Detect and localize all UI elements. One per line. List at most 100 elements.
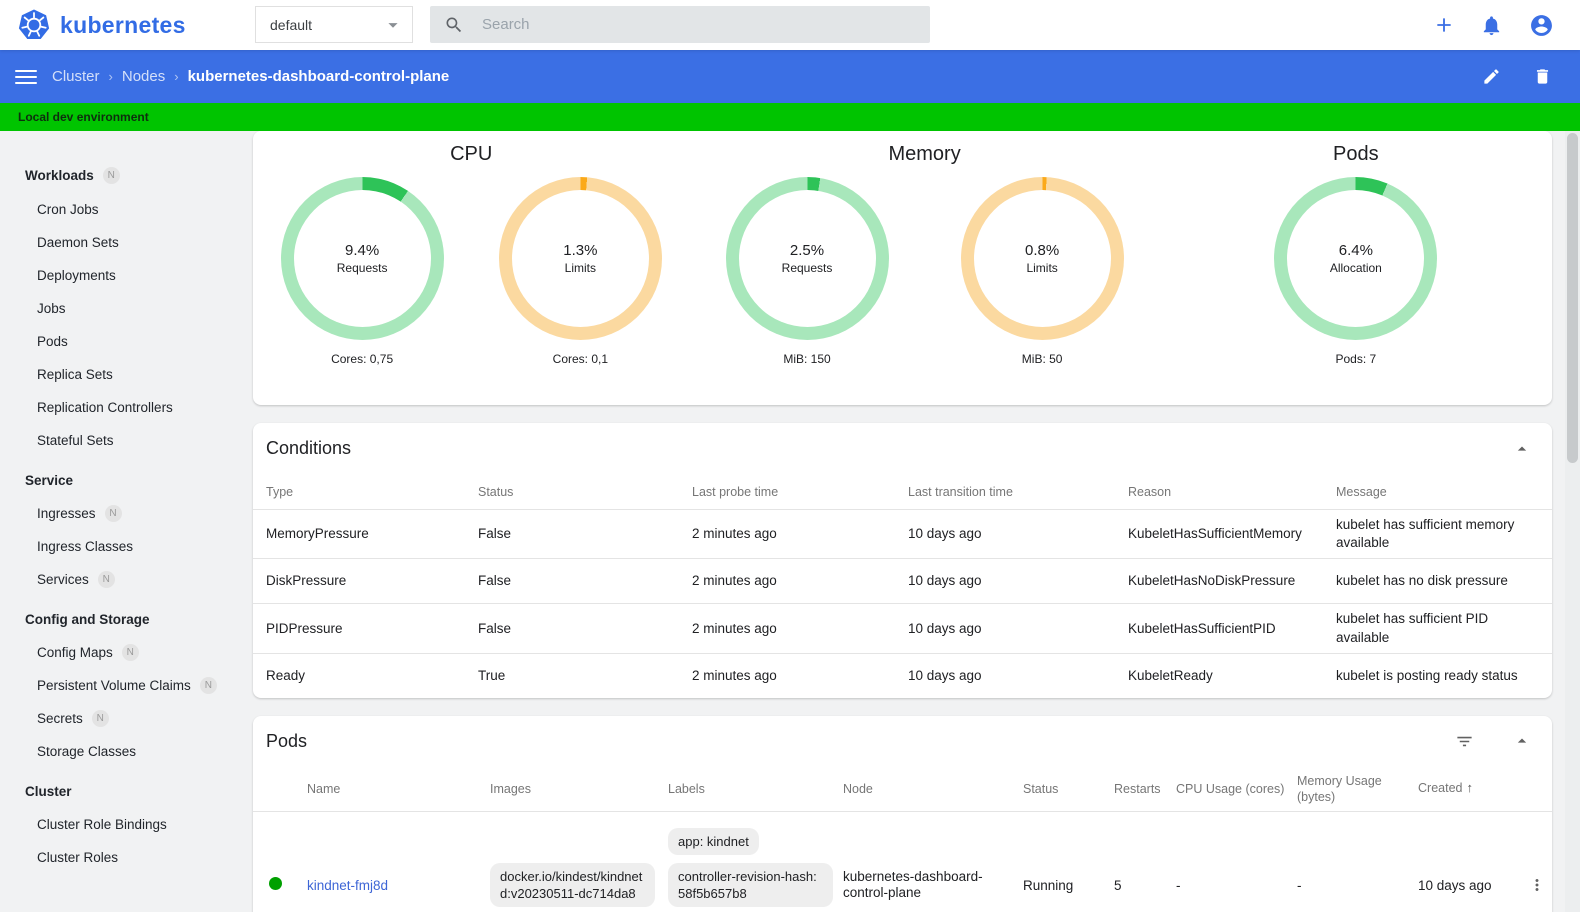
- sidebar-item-label: Pods: [37, 334, 68, 349]
- pod-name-link[interactable]: kindnet-fmj8d: [307, 877, 389, 893]
- condition-reason: KubeletHasSufficientPID: [1128, 620, 1276, 636]
- donut-label: Allocation: [1329, 261, 1382, 275]
- pod-image-chip: docker.io/kindest/kindnetd:v20230511-dc7…: [490, 863, 655, 908]
- pod-status-cell: Running: [1023, 877, 1074, 893]
- condition-message: kubelet has sufficient memory available: [1336, 517, 1515, 551]
- edit-pencil-icon[interactable]: [1482, 67, 1501, 86]
- sidebar-section-label: Cluster: [25, 784, 72, 799]
- sidebar-item-label: Config Maps: [37, 645, 113, 660]
- new-badge: N: [102, 167, 120, 184]
- sidebar-item-services[interactable]: Services N: [0, 563, 248, 596]
- pod-name-cell: kindnet-fmj8d: [307, 878, 490, 893]
- pod-status-dot: [269, 877, 282, 891]
- condition-message: kubelet is posting ready status: [1336, 667, 1518, 683]
- sidebar-item-label: Persistent Volume Claims: [37, 678, 191, 693]
- pod-restarts-cell: 5: [1114, 877, 1122, 893]
- allocation-group-title: Pods: [1333, 143, 1379, 165]
- notifications-bell-icon[interactable]: [1480, 14, 1503, 37]
- sidebar-item-label: Cron Jobs: [37, 202, 99, 217]
- column-header-created[interactable]: Created ↑: [1418, 780, 1528, 797]
- delete-trash-icon[interactable]: [1533, 67, 1552, 86]
- donut-ring: 6.4% Allocation: [1274, 177, 1438, 340]
- sidebar-item-stateful-sets[interactable]: Stateful Sets: [0, 424, 248, 457]
- sidebar-item-deployments[interactable]: Deployments: [0, 259, 248, 292]
- sidebar-item-replication-controllers[interactable]: Replication Controllers: [0, 391, 248, 424]
- sidebar-section-cluster: Cluster: [0, 775, 248, 808]
- sidebar-item-ingress-classes[interactable]: Ingress Classes: [0, 530, 248, 563]
- new-badge: N: [97, 571, 115, 588]
- scrollbar-thumb[interactable]: [1567, 133, 1578, 463]
- sidebar-item-label: Deployments: [37, 268, 116, 283]
- allocation-group-title: CPU: [450, 143, 493, 165]
- donut-center: 9.4% Requests: [293, 190, 431, 327]
- sidebar-item-label: Cluster Roles: [37, 850, 119, 865]
- column-header-label: Status: [1023, 781, 1059, 796]
- condition-type: DiskPressure: [266, 573, 347, 589]
- pod-table-row: kindnet-fmj8d docker.io/kindest/kindnetd:…: [253, 810, 1552, 912]
- add-resource-button[interactable]: [1434, 15, 1454, 35]
- column-header-label: Memory Usage (bytes): [1297, 773, 1382, 804]
- collapse-arrow-icon[interactable]: [1512, 439, 1532, 459]
- donut-caption: Cores: 0,75: [331, 352, 394, 366]
- column-header-label: Node: [843, 781, 873, 796]
- sidebar-item-pods[interactable]: Pods: [0, 325, 248, 358]
- pod-label-chip: app: kindnet: [668, 828, 759, 856]
- breadcrumb-bar: Cluster › Nodes › kubernetes-dashboard-c…: [0, 50, 1580, 103]
- breadcrumb-cluster[interactable]: Cluster: [52, 68, 100, 85]
- sidebar-item-label: Daemon Sets: [37, 235, 119, 250]
- donut-caption: Pods: 7: [1335, 352, 1377, 366]
- breadcrumb-nodes[interactable]: Nodes: [121, 68, 166, 85]
- collapse-arrow-icon[interactable]: [1512, 731, 1532, 751]
- sidebar-item-label: Jobs: [37, 301, 66, 316]
- kubernetes-logo[interactable]: kubernetes: [18, 9, 186, 41]
- column-header-status: Status: [1023, 781, 1114, 797]
- sidebar-item-cluster-role-bindings[interactable]: Cluster Role Bindings: [0, 808, 248, 841]
- condition-type: Ready: [266, 667, 306, 683]
- logo-text: kubernetes: [60, 11, 186, 38]
- pod-cpu-cell: -: [1176, 877, 1181, 893]
- sidebar-item-ingresses[interactable]: Ingresses N: [0, 497, 248, 530]
- donut-row: 6.4% Allocation Pods: 7: [1160, 177, 1552, 366]
- conditions-title: Conditions: [266, 438, 352, 458]
- allocation-group-pods: Pods 6.4% Allocation Pods: 7: [1160, 135, 1552, 405]
- column-header-label: Labels: [668, 781, 705, 796]
- search-input[interactable]: [482, 16, 882, 33]
- pod-labels-cell: app: kindnet controller-revision-hash: 58…: [668, 828, 843, 912]
- allocation-card: CPU 9.4% Requests Cores: 0,75 1.3% Limits Core…: [253, 131, 1552, 405]
- sidebar-item-daemon-sets[interactable]: Daemon Sets: [0, 226, 248, 259]
- condition-type: PIDPressure: [266, 620, 343, 636]
- pod-images-cell: docker.io/kindest/kindnetd:v20230511-dc7…: [490, 863, 668, 908]
- pod-actions-kebab-icon[interactable]: [1528, 876, 1552, 894]
- sidebar-item-label: Replica Sets: [37, 367, 113, 382]
- pod-status-cell: [266, 877, 307, 893]
- sidebar-item-persistent-volume-claims[interactable]: Persistent Volume Claims N: [0, 669, 248, 702]
- sidebar-item-label: Storage Classes: [37, 744, 137, 759]
- condition-reason: KubeletHasSufficientMemory: [1128, 526, 1302, 542]
- sidebar-item-config-maps[interactable]: Config Maps N: [0, 636, 248, 669]
- sidebar-item-storage-classes[interactable]: Storage Classes: [0, 735, 248, 768]
- donut-ring: 1.3% Limits: [498, 177, 662, 340]
- condition-type: MemoryPressure: [266, 526, 369, 542]
- search-bar[interactable]: [430, 6, 930, 43]
- column-header-cpu-usage-cores: CPU Usage (cores): [1176, 781, 1297, 797]
- pods-title: Pods: [266, 730, 308, 751]
- donut-caption: Cores: 0,1: [552, 352, 609, 366]
- donut-chart-memory-limits: 0.8% Limits MiB: 50: [960, 177, 1124, 366]
- donut-label: Limits: [564, 261, 597, 275]
- sidebar-section-label: Service: [25, 473, 74, 488]
- sidebar-section-service: Service: [0, 464, 248, 497]
- donut-ring: 0.8% Limits: [960, 177, 1124, 340]
- sidebar-item-cron-jobs[interactable]: Cron Jobs: [0, 193, 248, 226]
- sidebar-item-cluster-roles[interactable]: Cluster Roles: [0, 841, 248, 874]
- allocation-group-memory: Memory 2.5% Requests MiB: 150 0.8% Limits MiB:…: [689, 135, 1159, 405]
- sidebar-item-secrets[interactable]: Secrets N: [0, 702, 248, 735]
- condition-probe: 2 minutes ago: [692, 526, 777, 542]
- sidebar-item-jobs[interactable]: Jobs: [0, 292, 248, 325]
- filter-icon[interactable]: [1455, 732, 1474, 751]
- namespace-selector[interactable]: default: [255, 6, 413, 43]
- sidebar-item-label: Ingresses: [37, 506, 96, 521]
- sidebar-item-replica-sets[interactable]: Replica Sets: [0, 358, 248, 391]
- menu-hamburger-icon[interactable]: [15, 66, 37, 88]
- sidebar-section-config-and-storage: Config and Storage: [0, 603, 248, 636]
- user-account-icon[interactable]: [1529, 13, 1554, 38]
